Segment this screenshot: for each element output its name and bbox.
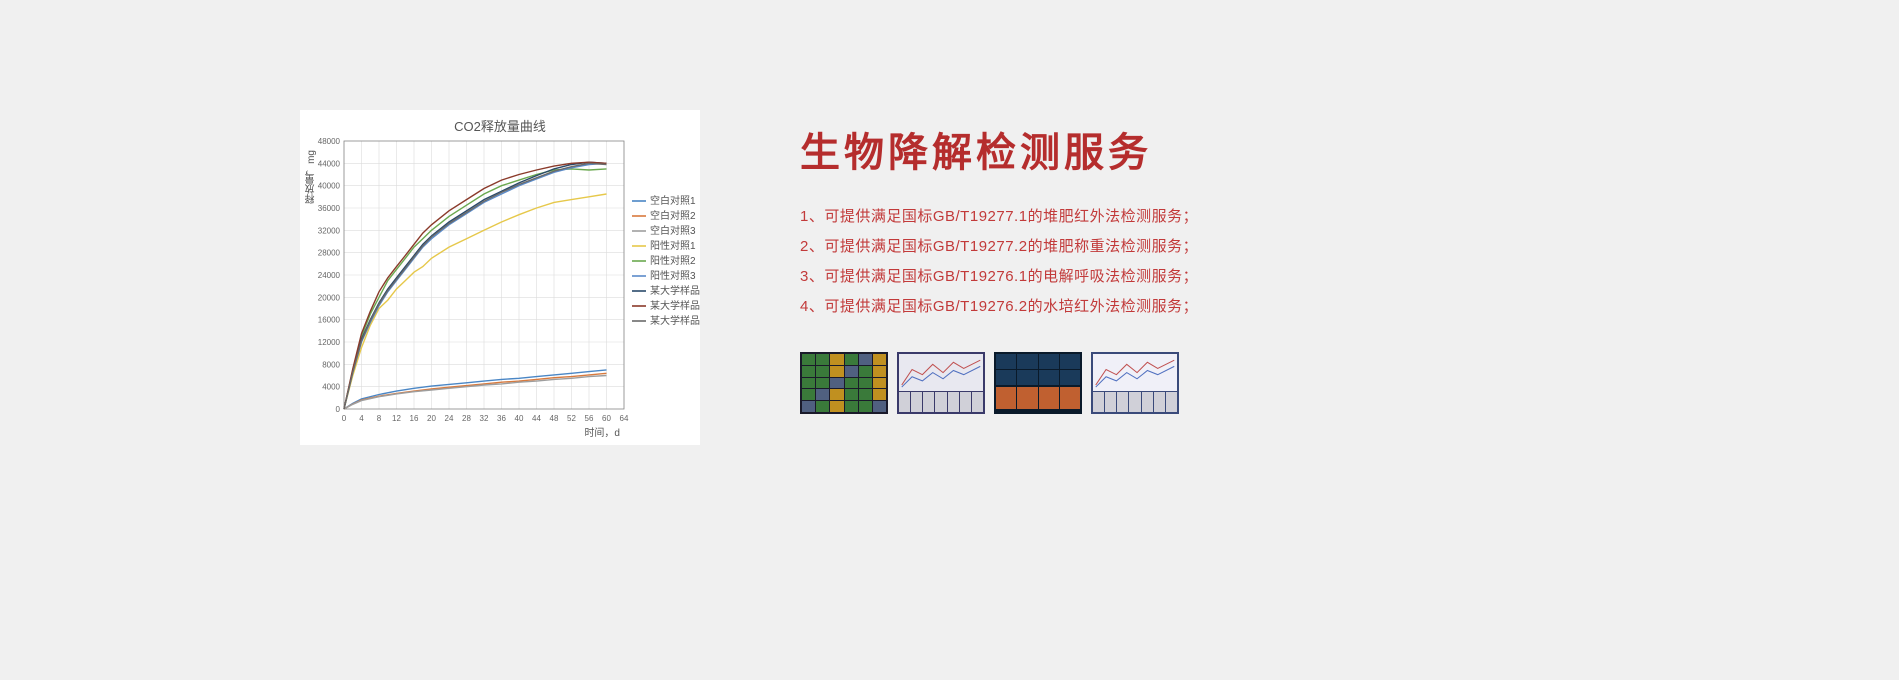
thumbnail-3 <box>994 352 1082 414</box>
thumbnail-2 <box>897 352 985 414</box>
svg-text:空白对照3: 空白对照3 <box>650 224 696 237</box>
svg-text:28000: 28000 <box>318 249 341 258</box>
service-heading: 生物降解检测服务 <box>800 120 1198 178</box>
svg-text:某大学样品1: 某大学样品1 <box>650 284 700 297</box>
svg-text:24: 24 <box>445 414 454 423</box>
svg-text:36: 36 <box>497 414 506 423</box>
svg-text:8000: 8000 <box>322 360 340 369</box>
svg-text:空白对照1: 空白对照1 <box>650 194 696 207</box>
chart-svg: 0481216202428323640444852566064040008000… <box>300 135 700 435</box>
svg-text:4: 4 <box>359 414 364 423</box>
svg-text:0: 0 <box>342 414 347 423</box>
svg-text:阳性对照1: 阳性对照1 <box>650 239 696 252</box>
svg-text:36000: 36000 <box>318 204 341 213</box>
chart-ylabel: 释放量，mg <box>304 150 319 204</box>
service-list: 1、可提供满足国标GB/T19277.1的堆肥红外法检测服务；2、可提供满足国标… <box>800 202 1198 322</box>
svg-text:48000: 48000 <box>318 137 341 146</box>
svg-text:40000: 40000 <box>318 182 341 191</box>
thumbnail-4 <box>1091 352 1179 414</box>
right-panel: 生物降解检测服务 1、可提供满足国标GB/T19277.1的堆肥红外法检测服务；… <box>800 110 1198 414</box>
svg-text:阳性对照3: 阳性对照3 <box>650 269 696 282</box>
svg-text:16000: 16000 <box>318 316 341 325</box>
service-item-3: 3、可提供满足国标GB/T19276.1的电解呼吸法检测服务； <box>800 262 1198 292</box>
svg-text:60: 60 <box>602 414 611 423</box>
svg-text:44: 44 <box>532 414 541 423</box>
svg-text:空白对照2: 空白对照2 <box>650 209 696 222</box>
service-item-2: 2、可提供满足国标GB/T19277.2的堆肥称重法检测服务； <box>800 232 1198 262</box>
svg-text:52: 52 <box>567 414 576 423</box>
thumbnail-row <box>800 352 1198 414</box>
svg-text:56: 56 <box>585 414 594 423</box>
chart-panel: CO2释放量曲线 释放量，mg 048121620242832364044485… <box>300 110 700 445</box>
svg-text:48: 48 <box>550 414 559 423</box>
svg-text:64: 64 <box>620 414 629 423</box>
thumbnail-1 <box>800 352 888 414</box>
svg-text:12: 12 <box>392 414 401 423</box>
svg-text:28: 28 <box>462 414 471 423</box>
svg-text:某大学样品3: 某大学样品3 <box>650 314 700 327</box>
svg-text:24000: 24000 <box>318 271 341 280</box>
svg-text:40: 40 <box>515 414 524 423</box>
svg-text:8: 8 <box>377 414 382 423</box>
page-container: CO2释放量曲线 释放量，mg 048121620242832364044485… <box>0 0 1899 445</box>
chart-title: CO2释放量曲线 <box>300 110 700 135</box>
svg-text:32000: 32000 <box>318 226 341 235</box>
svg-text:某大学样品2: 某大学样品2 <box>650 299 700 312</box>
svg-text:阳性对照2: 阳性对照2 <box>650 254 696 267</box>
svg-text:4000: 4000 <box>322 383 340 392</box>
svg-text:44000: 44000 <box>318 159 341 168</box>
service-item-4: 4、可提供满足国标GB/T19276.2的水培红外法检测服务； <box>800 292 1198 322</box>
svg-text:16: 16 <box>410 414 419 423</box>
svg-text:20000: 20000 <box>318 293 341 302</box>
svg-text:12000: 12000 <box>318 338 341 347</box>
svg-text:32: 32 <box>480 414 489 423</box>
svg-text:0: 0 <box>336 405 341 414</box>
service-item-1: 1、可提供满足国标GB/T19277.1的堆肥红外法检测服务； <box>800 202 1198 232</box>
chart-xlabel: 时间，d <box>584 424 620 439</box>
svg-text:20: 20 <box>427 414 436 423</box>
